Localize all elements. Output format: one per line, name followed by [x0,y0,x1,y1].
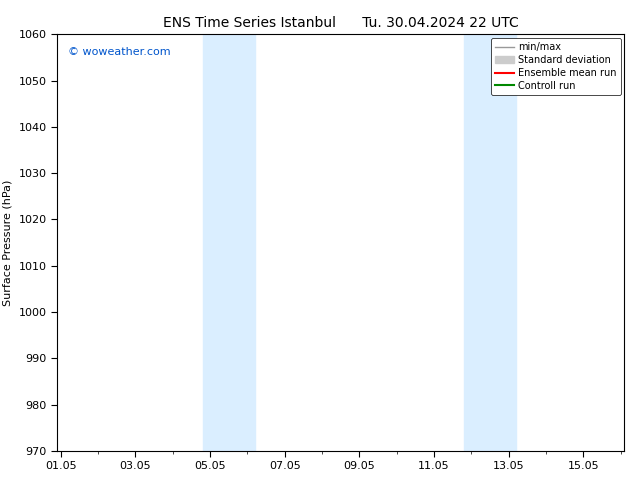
Text: © woweather.com: © woweather.com [68,47,171,57]
Bar [464,34,516,451]
Title: ENS Time Series Istanbul      Tu. 30.04.2024 22 UTC: ENS Time Series Istanbul Tu. 30.04.2024 … [163,16,519,30]
Y-axis label: Surface Pressure (hPa): Surface Pressure (hPa) [3,179,13,306]
Legend: min/max, Standard deviation, Ensemble mean run, Controll run: min/max, Standard deviation, Ensemble me… [491,38,621,95]
Bar [203,34,255,451]
